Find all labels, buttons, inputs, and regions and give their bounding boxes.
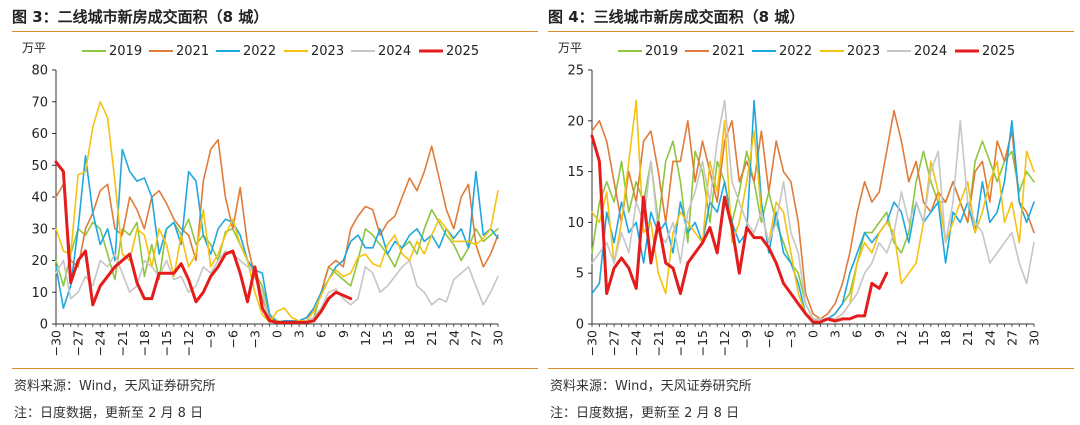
x-tick-label: 30: [1027, 330, 1042, 346]
footer-rule: [548, 368, 1074, 369]
chart-panel-third-tier: 图 4：三线城市新房成交面积（8 城） 万平 2019 2021 2022 2023 20…: [548, 0, 1074, 425]
y-tick-label: 60: [31, 127, 48, 142]
y-tick-label: 20: [31, 254, 48, 269]
x-tick-label: −12: [717, 330, 732, 356]
x-tick-label: −6: [761, 330, 776, 348]
x-tick-label: 12: [358, 330, 373, 346]
x-tick-label: 3: [828, 330, 843, 338]
legend-label-2022: 2022: [243, 44, 276, 59]
figure-title: 图 4：三线城市新房成交面积（8 城）: [548, 8, 805, 26]
x-tick-label: 30: [491, 330, 506, 346]
x-tick-label: 12: [894, 330, 909, 346]
x-tick-label: 27: [1004, 330, 1019, 346]
legend-label-2025: 2025: [446, 44, 479, 59]
x-tick-label: 6: [850, 330, 865, 338]
x-tick-label: −24: [93, 330, 108, 356]
y-tick-label: 10: [31, 286, 48, 301]
x-tick-label: −18: [673, 330, 688, 356]
x-tick-label: 18: [402, 330, 417, 346]
source-note: 资料来源：Wind，天风证券研究所: [550, 379, 752, 394]
x-tick-label: −18: [137, 330, 152, 356]
legend-label-2021: 2021: [712, 44, 745, 59]
x-tick-label: 9: [872, 330, 887, 338]
x-tick-label: −3: [783, 330, 798, 348]
x-tick-label: 18: [938, 330, 953, 346]
x-tick-label: 21: [960, 330, 975, 346]
series-line-2019: [55, 208, 499, 324]
series-line-2025: [590, 134, 889, 324]
series-line-2025: [54, 160, 353, 324]
series-line-2021: [591, 109, 1035, 320]
y-unit-label: 万平: [558, 41, 582, 55]
y-tick-label: 5: [576, 267, 584, 282]
line-chart: 万平 2019 2021 2022 2023 2024 202501020304050607…: [22, 41, 506, 356]
y-tick-label: 80: [31, 64, 48, 79]
x-tick-label: −6: [225, 330, 240, 348]
x-tick-label: −21: [115, 330, 130, 356]
x-tick-label: −30: [49, 330, 64, 356]
y-tick-label: 30: [31, 222, 48, 237]
y-tick-label: 50: [31, 159, 48, 174]
x-tick-label: 9: [336, 330, 351, 338]
legend-label-2024: 2024: [914, 44, 947, 59]
title-rule: [12, 31, 538, 32]
x-tick-label: 6: [314, 330, 329, 338]
update-note: 注：日度数据，更新至 2 月 8 日: [14, 406, 204, 421]
x-tick-label: 15: [380, 330, 395, 346]
x-tick-label: 27: [468, 330, 483, 346]
y-tick-label: 25: [567, 64, 584, 79]
x-tick-label: −3: [247, 330, 262, 348]
x-tick-label: 0: [270, 330, 285, 338]
series-line-2021: [55, 139, 499, 324]
legend-label-2019: 2019: [645, 44, 678, 59]
x-tick-label: −9: [203, 330, 218, 348]
x-tick-label: −21: [651, 330, 666, 356]
x-tick-label: 15: [916, 330, 931, 346]
y-tick-label: 10: [567, 216, 584, 231]
y-tick-label: 20: [567, 114, 584, 129]
x-tick-label: 3: [292, 330, 307, 338]
legend-label-2022: 2022: [779, 44, 812, 59]
figure-title: 图 3：二线城市新房成交面积（8 城）: [12, 8, 269, 26]
legend-label-2021: 2021: [176, 44, 209, 59]
source-note: 资料来源：Wind，天风证券研究所: [14, 379, 216, 394]
y-tick-label: 15: [567, 165, 584, 180]
x-tick-label: −27: [71, 330, 86, 356]
legend-label-2024: 2024: [378, 44, 411, 59]
chart-panel-second-tier: 图 3：二线城市新房成交面积（8 城） 万平 2019 2021 2022 2023 20…: [12, 0, 538, 425]
title-rule: [548, 31, 1074, 32]
series-line-2022: [591, 99, 1035, 320]
legend-label-2025: 2025: [982, 44, 1015, 59]
x-tick-label: −9: [739, 330, 754, 348]
x-tick-label: −12: [181, 330, 196, 356]
x-tick-label: 24: [446, 330, 461, 346]
series-line-2023: [55, 101, 499, 324]
y-tick-label: 70: [31, 95, 48, 110]
footer-rule: [12, 368, 538, 369]
y-tick-label: 40: [31, 191, 48, 206]
legend-label-2023: 2023: [847, 44, 880, 59]
x-tick-label: −15: [159, 330, 174, 356]
x-tick-label: 21: [424, 330, 439, 346]
legend-label-2019: 2019: [109, 44, 142, 59]
y-unit-label: 万平: [22, 41, 46, 55]
series-line-2023: [591, 99, 1035, 320]
y-tick-label: 0: [576, 318, 584, 333]
x-tick-label: −30: [585, 330, 600, 356]
x-tick-label: −27: [607, 330, 622, 356]
x-tick-label: 0: [806, 330, 821, 338]
x-tick-label: −24: [629, 330, 644, 356]
legend-label-2023: 2023: [311, 44, 344, 59]
y-tick-label: 0: [40, 318, 48, 333]
x-tick-label: 24: [982, 330, 997, 346]
x-tick-label: −15: [695, 330, 710, 356]
series-line-2024: [591, 99, 1035, 320]
update-note: 注：日度数据，更新至 2 月 8 日: [550, 406, 740, 421]
line-chart: 万平 2019 2021 2022 2023 2024 20250510152025−30−…: [558, 41, 1042, 356]
